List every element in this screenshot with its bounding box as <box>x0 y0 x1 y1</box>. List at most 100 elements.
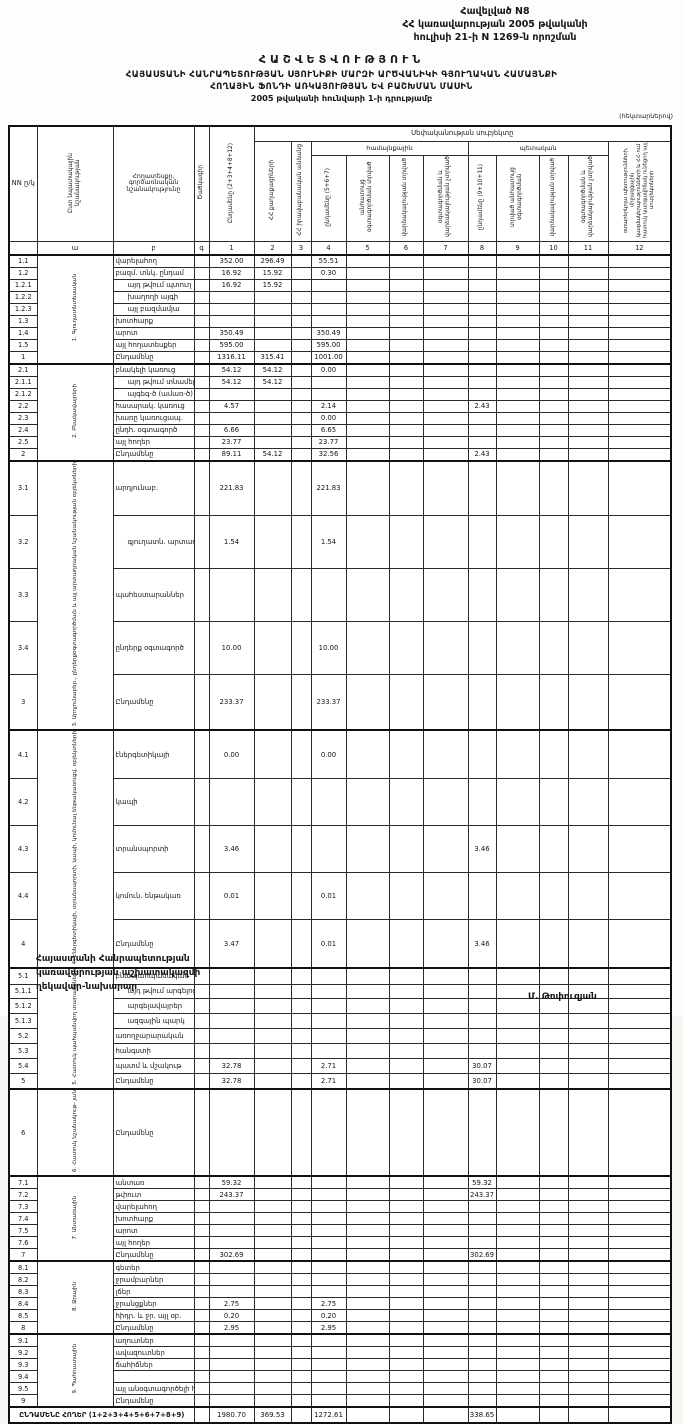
grand-total-value <box>607 1406 672 1424</box>
table-body: 1.1 1. Գյուղատնտեսական վարելահող 352.00 296.… <box>8 253 672 1424</box>
value-cell: 221.83 <box>310 459 347 517</box>
land-type-label: այդ թվում պտուղ այգի <box>112 278 195 292</box>
value-cell: 1316.11 <box>208 350 255 365</box>
value-cell <box>607 1013 672 1030</box>
value-cell <box>467 1260 497 1275</box>
value-cell <box>193 778 210 827</box>
row-number: 8 <box>8 1321 38 1335</box>
value-cell <box>193 1058 210 1075</box>
land-type-label: պահեստարաններ <box>112 568 195 623</box>
value-cell <box>422 1333 469 1348</box>
land-type-label: Ընդամենը <box>112 1073 195 1090</box>
value-cell <box>495 1028 540 1045</box>
land-type-label: հանգստի <box>112 1043 195 1060</box>
land-type-label: այլ անօգտագործելի հողեր <box>112 1382 195 1396</box>
value-cell <box>422 387 469 401</box>
value-cell <box>422 983 469 1000</box>
row-number: 2.5 <box>8 435 38 449</box>
value-cell <box>422 435 469 449</box>
value-cell <box>253 919 292 969</box>
value-cell <box>422 674 469 731</box>
land-type-label: վարելահող <box>112 253 195 268</box>
col-letter: 7 <box>422 240 469 256</box>
table-row: 7.1 7. Անտառային անտառ 59.32 59.32 <box>8 1175 672 1262</box>
col-header-legal-entities: ՀՀ իրավաբանական անձանց <box>290 141 312 242</box>
value-cell <box>422 338 469 352</box>
value-cell <box>422 447 469 462</box>
value-cell <box>467 338 497 352</box>
row-number: 7.2 <box>8 1188 38 1202</box>
value-cell <box>467 1370 497 1384</box>
value-cell <box>345 778 390 827</box>
value-cell <box>310 375 347 389</box>
value-cell <box>607 253 672 268</box>
value-cell: 54.12 <box>253 447 292 462</box>
value-cell <box>253 1382 292 1396</box>
col-header-comm-free-use: անհատույց օգտագործման տրված <box>345 155 390 242</box>
value-cell <box>467 1285 497 1299</box>
value-cell <box>388 350 424 365</box>
land-type-label: գետեր <box>112 1260 195 1275</box>
value-cell <box>290 1073 312 1090</box>
value-cell <box>567 1175 609 1190</box>
table-row: 4 Ընդամենը 3.47 0.01 3.46 <box>8 919 672 969</box>
value-cell <box>607 872 672 921</box>
value-cell: 30.07 <box>467 1058 497 1075</box>
value-cell <box>345 326 390 340</box>
value-cell <box>495 253 540 268</box>
value-cell <box>290 423 312 437</box>
value-cell <box>388 1358 424 1372</box>
col-letter: 9 <box>495 240 540 256</box>
value-cell <box>193 1309 210 1323</box>
value-cell <box>388 1321 424 1335</box>
value-cell <box>388 872 424 921</box>
value-cell <box>253 1394 292 1408</box>
value-cell <box>193 674 210 731</box>
value-cell <box>607 778 672 827</box>
value-cell <box>290 1013 312 1030</box>
row-number: 5.1.1 <box>8 983 38 1000</box>
value-cell <box>310 1273 347 1287</box>
col-letter: 4 <box>310 240 347 256</box>
value-cell <box>193 326 210 340</box>
land-type-label: անտառ <box>112 1175 195 1190</box>
value-cell <box>388 278 424 292</box>
appendix-note: Հավելված N8 ՀՀ կառավարության 2005 թվական… <box>320 6 670 44</box>
value-cell <box>467 1088 497 1177</box>
land-type-label: պատմ և մշակութ <box>112 1058 195 1075</box>
table-row: 1 Ընդամենը 1316.11 315.41 1001.00 <box>8 350 672 365</box>
signer-line: ղեկավար-նախարար <box>36 981 138 992</box>
value-cell <box>607 1346 672 1360</box>
value-cell <box>607 375 672 389</box>
value-cell <box>538 1333 569 1348</box>
row-number: 2 <box>8 447 38 462</box>
value-cell <box>467 1309 497 1323</box>
value-cell <box>388 253 424 268</box>
value-cell <box>607 1370 672 1384</box>
value-cell <box>193 1370 210 1384</box>
value-cell <box>538 423 569 437</box>
land-type-label: Ընդամենը <box>112 674 195 731</box>
value-cell <box>388 1394 424 1408</box>
value-cell <box>422 314 469 328</box>
value-cell <box>345 1212 390 1226</box>
table-row: 1.2.2 խաղողի այգի <box>8 290 672 304</box>
grand-total-value <box>388 1406 424 1424</box>
value-cell <box>310 1333 347 1348</box>
value-cell <box>422 411 469 425</box>
value-cell: 2.43 <box>467 447 497 462</box>
value-cell <box>538 314 569 328</box>
value-cell <box>310 1370 347 1384</box>
row-number: 4.3 <box>8 825 38 874</box>
value-cell <box>607 621 672 676</box>
value-cell: 32.78 <box>208 1073 255 1090</box>
value-cell <box>253 387 292 401</box>
land-type-label: Ընդամենը <box>112 919 195 969</box>
value-cell <box>310 1043 347 1060</box>
value-cell <box>495 621 540 676</box>
value-cell <box>607 1058 672 1075</box>
value-cell <box>193 1285 210 1299</box>
value-cell: 2.95 <box>310 1321 347 1335</box>
value-cell <box>253 729 292 780</box>
col-letter: գ <box>193 240 210 256</box>
